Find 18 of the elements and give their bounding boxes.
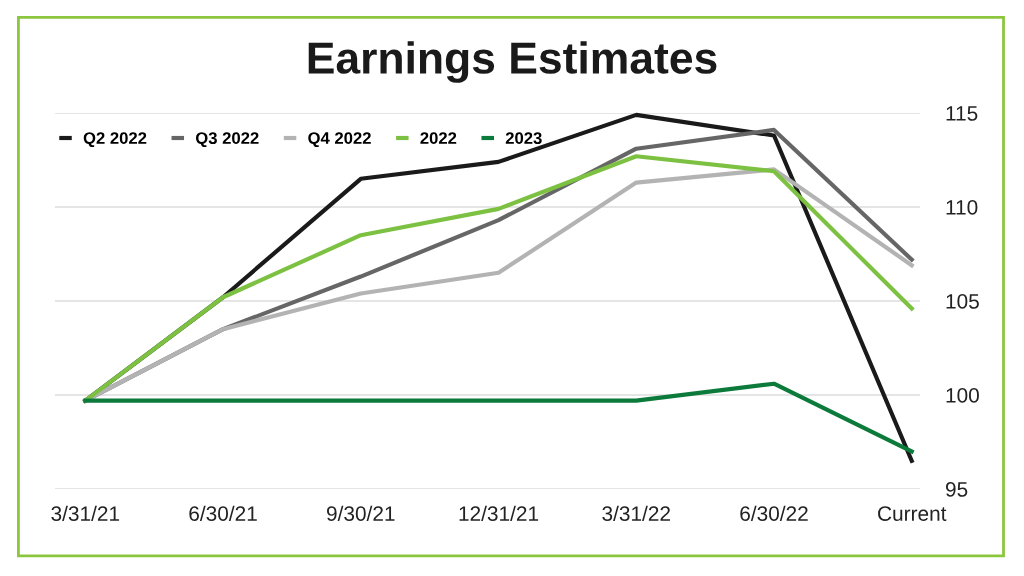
legend-label: Q2 2022 — [83, 132, 147, 148]
x-tick-label: 3/31/22 — [602, 505, 670, 521]
legend-label: 2023 — [505, 132, 542, 145]
y-tick-label: 100 — [946, 388, 979, 403]
x-tick-label: 12/31/21 — [459, 505, 539, 521]
x-tick-label: Current — [878, 506, 947, 521]
x-tick-label: 6/30/21 — [189, 505, 257, 521]
chart-title: Earnings Estimates — [308, 41, 717, 83]
x-tick-label: 3/31/21 — [51, 505, 120, 521]
x-tick-label: 9/30/21 — [327, 505, 395, 521]
y-tick-label: 110 — [946, 200, 978, 215]
legend-label: Q3 2022 — [195, 132, 259, 148]
y-tick-label: 115 — [946, 106, 978, 121]
legend-label: 2022 — [420, 132, 457, 144]
x-tick-label: 6/30/22 — [740, 505, 808, 521]
y-tick-label: 105 — [946, 294, 979, 309]
y-tick-label: 95 — [945, 482, 968, 497]
legend-label: Q4 2022 — [308, 132, 371, 148]
